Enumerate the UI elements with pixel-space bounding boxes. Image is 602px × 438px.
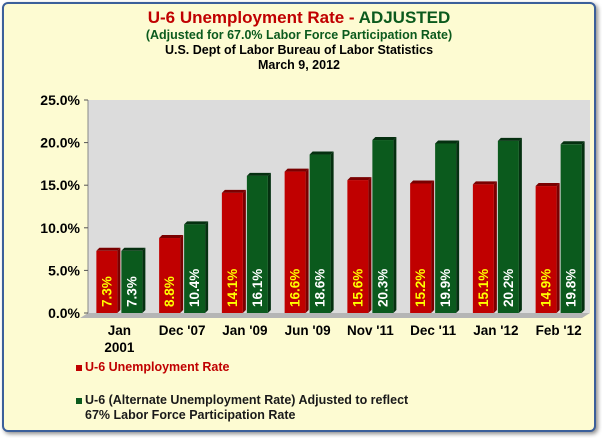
bar-side	[305, 168, 309, 313]
bar-value-label: 7.3%	[124, 276, 139, 307]
legend-swatch-green	[76, 397, 82, 404]
bar-top	[284, 168, 309, 172]
chart-source: U.S. Dept of Labor Bureau of Labor Stati…	[164, 43, 434, 57]
bar-side	[456, 140, 460, 313]
bar-side	[267, 172, 271, 313]
y-tick-label: 20.0%	[40, 135, 80, 151]
bar-side	[493, 181, 497, 313]
bar-side	[180, 235, 184, 313]
bar-u6-adjusted	[372, 140, 394, 313]
title-separator: -	[344, 8, 359, 27]
bar-top	[535, 183, 560, 187]
x-tick-label: Dec '07	[159, 323, 206, 338]
bar-u6-adjusted	[246, 175, 268, 313]
y-tick-label: 15.0%	[40, 177, 80, 193]
x-tick-label: 2001	[104, 340, 135, 355]
legend-series-1: U-6 Unemployment Rate	[76, 360, 229, 375]
bar-value-label: 16.1%	[250, 269, 265, 307]
bar-top	[221, 189, 246, 193]
bar-value-label: 14.1%	[225, 269, 240, 307]
bar-u6	[472, 184, 494, 313]
title-part-a: U-6 Unemployment Rate	[147, 8, 345, 27]
legend-series-2: U-6 (Alternate Unemployment Rate) Adjust…	[76, 393, 408, 423]
bar-side	[330, 151, 334, 313]
bar-u6	[284, 171, 306, 313]
bar-u6	[159, 238, 181, 313]
bar-value-label: 14.9%	[539, 269, 554, 307]
chart-date: March 9, 2012	[258, 58, 340, 72]
bar-u6	[410, 183, 432, 313]
bar-top	[309, 151, 334, 155]
legend-label-series-1: U-6 Unemployment Rate	[85, 360, 230, 374]
bar-u6-adjusted	[309, 154, 331, 313]
bar-top	[96, 247, 121, 251]
bar-top	[159, 235, 184, 239]
bar-value-label: 19.8%	[564, 269, 579, 307]
chart-titles: U-6 Unemployment Rate - ADJUSTED (Adjust…	[4, 8, 594, 73]
title-part-b: ADJUSTED	[358, 8, 451, 27]
bar-u6	[221, 192, 243, 313]
bar-top	[347, 177, 372, 181]
bar-top	[410, 180, 435, 184]
bar-value-label: 18.6%	[313, 269, 328, 307]
bar-u6-adjusted	[121, 250, 143, 313]
bar-side	[518, 137, 522, 313]
bar-side	[368, 177, 372, 313]
x-tick-label: Jun '09	[285, 323, 331, 338]
bar-side	[556, 183, 560, 313]
bar-top	[121, 247, 146, 251]
y-tick-label: 0.0%	[48, 305, 80, 321]
legend-label-series-2-line-2: 67% Labor Force Participation Rate	[85, 408, 296, 422]
bar-u6	[535, 186, 557, 313]
bar-value-label: 7.3%	[99, 276, 114, 307]
bar-top	[246, 172, 271, 176]
x-tick-label: Nov '11	[347, 323, 394, 338]
bar-u6-adjusted	[184, 224, 206, 313]
bar-top	[560, 141, 585, 145]
bar-side	[117, 247, 121, 313]
bar-u6-adjusted	[560, 144, 582, 313]
chart-title: U-6 Unemployment Rate - ADJUSTED	[4, 8, 594, 28]
bar-value-label: 15.2%	[413, 269, 428, 307]
bar-top	[372, 137, 397, 141]
y-tick-label: 5.0%	[48, 262, 80, 278]
x-tick-label: Jan '12	[473, 323, 518, 338]
bar-top	[435, 140, 460, 144]
plot-floor	[80, 313, 590, 318]
bar-value-label: 19.9%	[438, 269, 453, 307]
legend-swatch-red	[76, 364, 82, 371]
x-tick-label: Feb '12	[536, 323, 582, 338]
bar-u6	[347, 180, 369, 313]
y-tick-label: 10.0%	[40, 220, 80, 236]
x-tick-label: Jan	[108, 323, 131, 338]
y-tick-label: 25.0%	[40, 92, 80, 108]
bar-value-label: 15.1%	[476, 269, 491, 307]
bar-value-label: 15.6%	[350, 269, 365, 307]
bar-side	[393, 137, 397, 313]
bar-top	[184, 221, 209, 225]
bar-value-label: 16.6%	[288, 269, 303, 307]
bar-side	[142, 247, 146, 313]
bar-top	[472, 181, 497, 185]
chart-subtitle: (Adjusted for 67.0% Labor Force Particip…	[145, 28, 453, 42]
bar-side	[242, 189, 246, 313]
bar-value-label: 8.8%	[162, 276, 177, 307]
bar-value-label: 20.3%	[375, 269, 390, 307]
x-tick-label: Dec '11	[410, 323, 456, 338]
bar-value-label: 10.4%	[187, 269, 202, 307]
x-tick-label: Jan '09	[222, 323, 267, 338]
bar-u6-adjusted	[497, 140, 519, 313]
bar-top	[497, 137, 522, 141]
bar-side	[431, 180, 435, 313]
bar-u6-adjusted	[435, 143, 457, 313]
bar-u6	[96, 250, 118, 313]
bar-side	[581, 141, 585, 313]
legend-label-series-2-line-1: U-6 (Alternate Unemployment Rate) Adjust…	[85, 393, 409, 407]
bar-value-label: 20.2%	[501, 269, 516, 307]
bar-side	[205, 221, 209, 313]
